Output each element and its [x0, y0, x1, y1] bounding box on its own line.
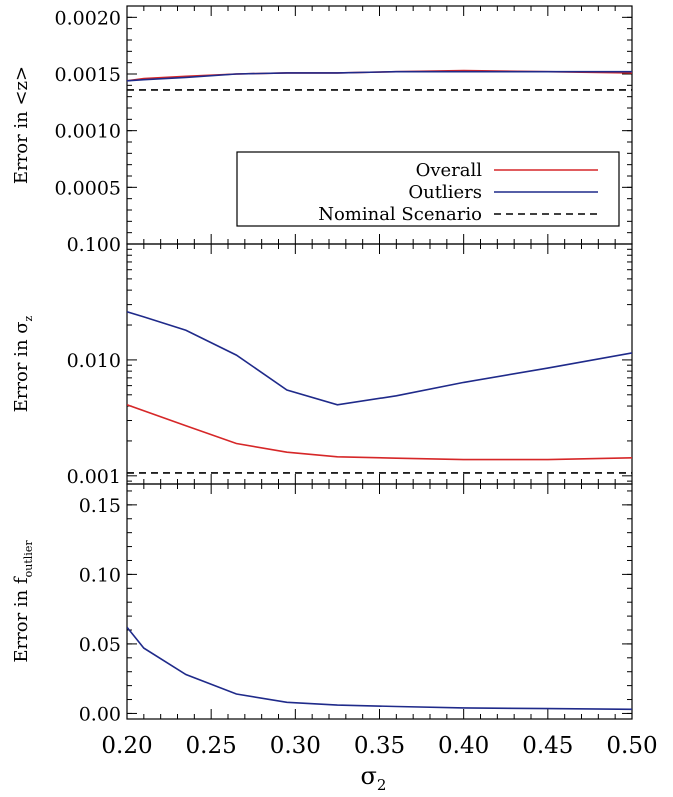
panel-1-y-axis-label: Error in <z>: [11, 66, 32, 184]
panel-1-y-tick-label: 0.0010: [55, 121, 121, 143]
panel-2-frame: [126, 243, 633, 485]
x-axis-label: σ2: [361, 762, 387, 794]
panel-3-y-tick-label: 0.00: [79, 703, 121, 725]
legend-label: Overall: [416, 160, 483, 181]
x-tick-label: 0.45: [522, 733, 573, 759]
x-tick-label: 0.35: [354, 733, 405, 759]
panel-2-y-tick-label: 0.100: [67, 234, 121, 256]
panel-3-series-outliers: [127, 626, 632, 711]
legend-label: Outliers: [408, 182, 482, 203]
panel-3-y-axis-label: Error in foutlier: [11, 540, 35, 663]
panel-2-series-outliers: [127, 311, 632, 406]
x-tick-label: 0.40: [438, 733, 489, 759]
panel-2-y-tick-label: 0.001: [67, 466, 121, 488]
panel-1-series-outliers: [127, 70, 632, 82]
panel-3-y-tick-label: 0.15: [79, 495, 121, 517]
panel-2-y-axis-label: Error in σz: [11, 315, 35, 412]
panel-1-y-tick-label: 0.0005: [55, 177, 121, 199]
panel-1-y-tick-label: 0.0020: [55, 7, 121, 29]
panel-2-series-overall: [127, 404, 632, 461]
panel-1-y-tick-label: 0.0015: [55, 64, 121, 86]
x-tick-label: 0.50: [606, 733, 657, 759]
panel-3-frame: [126, 483, 633, 720]
panel-3-y-tick-label: 0.05: [79, 634, 121, 656]
panel-3-y-tick-label: 0.10: [79, 564, 121, 586]
panel-2-y-tick-label: 0.010: [67, 350, 121, 372]
x-tick-label: 0.25: [186, 733, 237, 759]
x-tick-label: 0.20: [101, 733, 152, 759]
x-tick-label: 0.30: [270, 733, 321, 759]
legend-label: Nominal Scenario: [318, 204, 482, 225]
